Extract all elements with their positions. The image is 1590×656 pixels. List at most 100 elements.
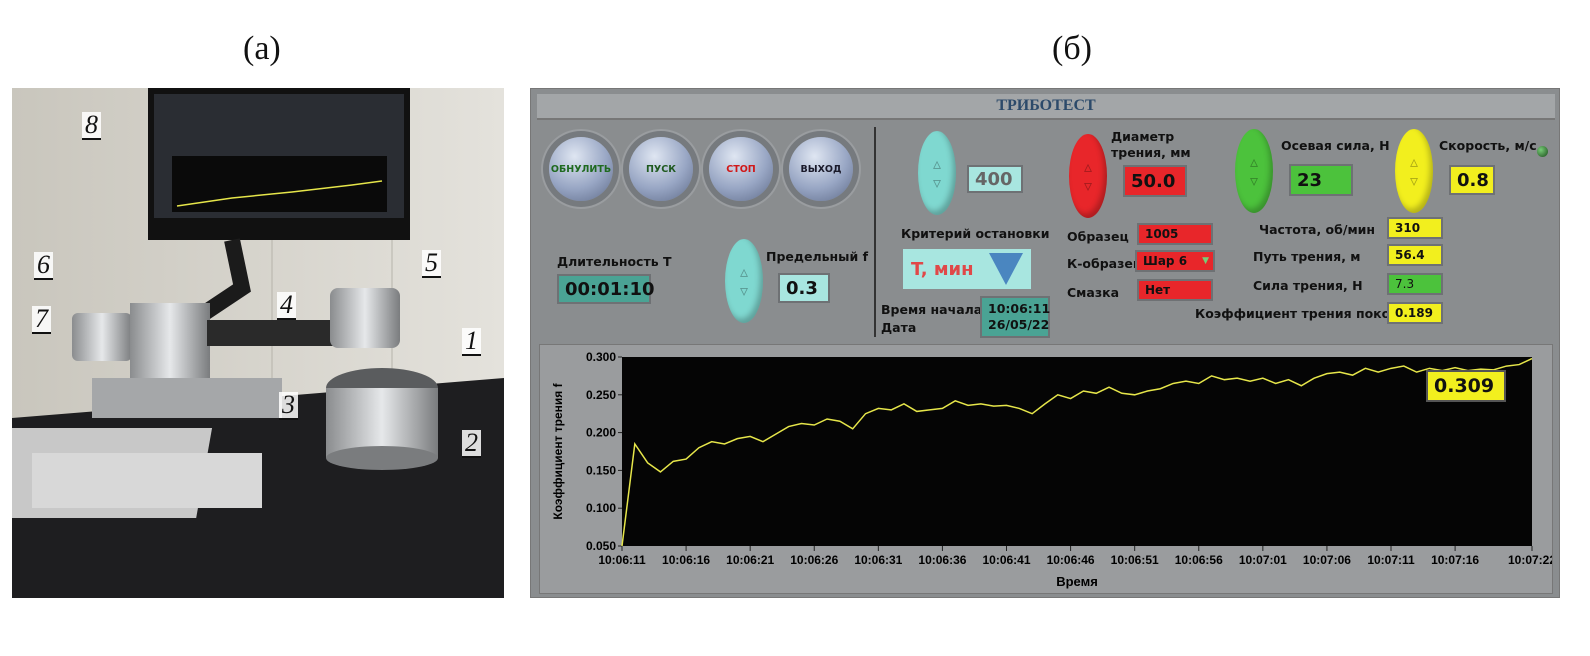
callout-7: 7 <box>32 306 51 334</box>
panel-label-a: (а) <box>243 30 281 67</box>
sample-field[interactable]: 1005 <box>1137 223 1213 245</box>
lubricant-label: Смазка <box>1067 285 1120 300</box>
friction-series-line <box>621 357 1533 547</box>
chart-svg: 0.050 0.100 0.150 0.200 0.250 0.300 10:06:11 10… <box>551 350 1556 589</box>
callout-6: 6 <box>34 252 53 280</box>
axial-force-label: Осевая сила, Н <box>1281 138 1390 153</box>
reset-button[interactable]: ОБНУЛИТЬ <box>549 137 613 201</box>
down-arrow-icon: ▿ <box>1249 171 1259 190</box>
x-tick-label: 10:06:16 <box>662 553 710 567</box>
friction-path-label: Путь трения, м <box>1253 249 1361 264</box>
start-time-value: 10:06:11 <box>988 301 1051 316</box>
duration-display: 00:01:10 <box>557 274 655 304</box>
x-tick-label: 10:07:01 <box>1239 553 1287 567</box>
y-axis-label: Коэффициент трения f <box>551 382 565 519</box>
static-coef-label: Коэффициент трения покоя <box>1195 306 1399 321</box>
callout-1: 1 <box>462 328 481 356</box>
friction-path-display: 56.4 <box>1387 244 1443 266</box>
callout-8: 8 <box>82 112 101 140</box>
stop-button[interactable]: СТОП <box>709 137 773 201</box>
start-label: ПУСК <box>645 163 676 175</box>
up-arrow-icon: ▵ <box>1409 152 1419 171</box>
x-tick-label: 10:06:11 <box>598 553 646 567</box>
lubricant-field[interactable]: Нет <box>1137 279 1213 301</box>
stop-label: СТОП <box>726 163 756 175</box>
window-title: ТРИБОТЕСТ <box>537 94 1555 120</box>
tribometer-photo <box>0 88 504 598</box>
axial-force-field[interactable]: 23 <box>1289 164 1353 196</box>
down-arrow-icon: ▿ <box>739 281 749 300</box>
x-tick-label: 10:06:31 <box>854 553 902 567</box>
dropdown-arrow-icon: ▼ <box>1202 256 1209 266</box>
up-arrow-icon: ▵ <box>1083 157 1093 176</box>
start-date-value: 26/05/22 <box>988 317 1050 332</box>
down-arrow-icon: ▿ <box>1083 176 1093 195</box>
y-tick-label: 0.100 <box>586 501 616 515</box>
counter-sample-value: Шар 6 <box>1143 254 1188 268</box>
status-led-icon <box>1537 146 1548 157</box>
down-arrow-icon: ▿ <box>932 173 942 192</box>
x-tick-label: 10:06:56 <box>1175 553 1223 567</box>
counter-sample-label: К-образец <box>1067 256 1143 271</box>
count-stepper[interactable]: ▵ ▿ <box>918 131 956 215</box>
dropdown-arrow-icon <box>989 253 1023 285</box>
exit-button[interactable]: ВЫХОД <box>789 137 853 201</box>
y-tick-label: 0.250 <box>586 388 616 402</box>
counter-sample-select[interactable]: Шар 6 ▼ <box>1135 250 1215 272</box>
callout-4: 4 <box>277 292 296 320</box>
photo-illustration <box>0 88 504 598</box>
friction-force-display: 7.3 <box>1387 273 1443 295</box>
up-arrow-icon: ▵ <box>739 262 749 281</box>
x-tick-label: 10:07:22 <box>1508 553 1552 567</box>
tribotest-window: ТРИБОТЕСТ ОБНУЛИТЬ ПУСК СТОП ВЫХОД Длите… <box>530 88 1560 598</box>
panel-label-b: (б) <box>1052 30 1092 67</box>
y-tick-label: 0.150 <box>586 463 616 477</box>
duration-label: Длительность T <box>557 254 672 269</box>
axial-force-stepper[interactable]: ▵ ▿ <box>1235 129 1273 213</box>
static-coef-display: 0.189 <box>1387 302 1443 324</box>
current-value-display: 0.309 <box>1426 370 1506 402</box>
speed-field[interactable]: 0.8 <box>1449 165 1495 195</box>
sample-label: Образец <box>1067 229 1129 244</box>
x-tick-label: 10:06:26 <box>790 553 838 567</box>
start-button[interactable]: ПУСК <box>629 137 693 201</box>
frequency-display: 310 <box>1387 217 1443 239</box>
divider <box>874 127 876 337</box>
down-arrow-icon: ▿ <box>1409 171 1419 190</box>
x-tick-label: 10:07:16 <box>1431 553 1479 567</box>
x-tick-label: 10:07:11 <box>1367 553 1415 567</box>
x-tick-label: 10:06:46 <box>1047 553 1095 567</box>
friction-chart: 0.050 0.100 0.150 0.200 0.250 0.300 10:06:11 10… <box>539 344 1556 594</box>
speed-label: Скорость, м/с <box>1439 138 1537 153</box>
x-tick-label: 10:06:51 <box>1111 553 1159 567</box>
callout-3: 3 <box>279 392 298 420</box>
diameter-stepper[interactable]: ▵ ▿ <box>1069 134 1107 218</box>
y-tick-label: 0.050 <box>586 539 616 553</box>
start-time-label: Время начала <box>881 302 983 317</box>
callout-2: 2 <box>462 430 481 458</box>
exit-label: ВЫХОД <box>800 163 842 175</box>
y-tick-label: 0.300 <box>586 350 616 364</box>
stop-criterion-label: Критерий остановки <box>901 226 1050 241</box>
diameter-label-1: Диаметр <box>1111 129 1175 144</box>
start-datetime-display: 10:06:11 26/05/22 <box>980 296 1050 338</box>
diameter-field[interactable]: 50.0 <box>1123 165 1187 197</box>
limit-f-field[interactable]: 0.3 <box>778 273 830 303</box>
x-tick-label: 10:06:36 <box>918 553 966 567</box>
speed-stepper[interactable]: ▵ ▿ <box>1395 129 1433 213</box>
x-axis-label: Время <box>1056 574 1098 589</box>
limit-f-stepper[interactable]: ▵ ▿ <box>725 239 763 323</box>
x-tick-label: 10:06:21 <box>726 553 774 567</box>
count-field[interactable]: 400 <box>967 165 1023 193</box>
stop-criterion-select[interactable]: T, мин <box>903 249 1031 289</box>
reset-label: ОБНУЛИТЬ <box>550 163 612 175</box>
stop-criterion-value: T, мин <box>911 258 974 280</box>
x-tick-label: 10:07:06 <box>1303 553 1351 567</box>
diameter-label-2: трения, мм <box>1111 145 1191 160</box>
y-tick-label: 0.200 <box>586 426 616 440</box>
plot-area <box>622 357 1532 546</box>
up-arrow-icon: ▵ <box>932 154 942 173</box>
callout-5: 5 <box>422 250 441 278</box>
friction-force-label: Сила трения, Н <box>1253 278 1363 293</box>
limit-f-label: Предельный f <box>766 249 869 264</box>
